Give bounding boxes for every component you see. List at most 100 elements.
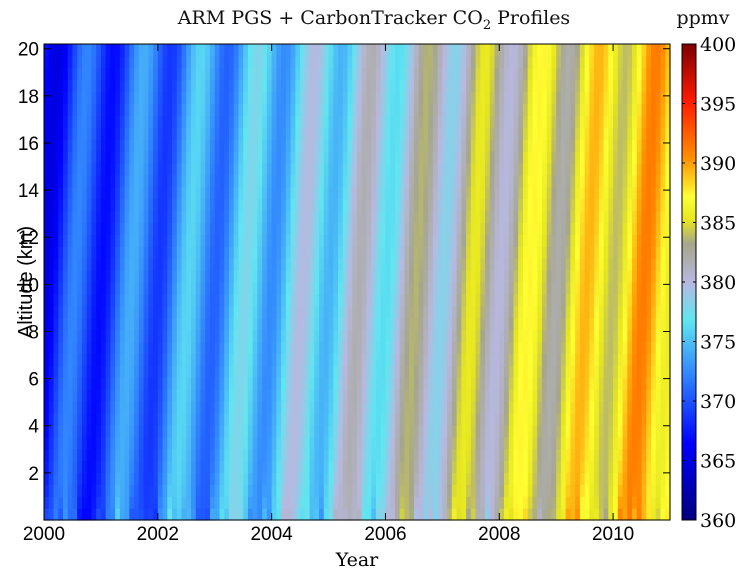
heatmap-cell xyxy=(186,174,192,188)
heatmap-cell xyxy=(186,222,192,235)
heatmap-cell xyxy=(224,401,230,414)
heatmap-cell xyxy=(105,329,111,343)
heatmap-cell xyxy=(409,67,415,81)
heatmap-cell xyxy=(338,341,344,354)
heatmap-cell xyxy=(243,139,249,152)
heatmap-cell xyxy=(632,496,638,509)
heatmap-cell xyxy=(413,222,420,235)
heatmap-cell xyxy=(148,222,154,235)
heatmap-cell xyxy=(271,341,277,354)
heatmap-cell xyxy=(285,186,292,200)
heatmap-cell xyxy=(243,103,249,116)
heatmap-cell xyxy=(105,246,111,259)
heatmap-cell xyxy=(262,317,268,331)
heatmap-cell xyxy=(276,174,282,188)
heatmap-cell xyxy=(191,186,197,200)
heatmap-cell xyxy=(105,436,111,450)
heatmap-cell xyxy=(579,55,586,69)
heatmap-cell xyxy=(541,412,548,426)
heatmap-cell xyxy=(219,448,225,462)
heatmap-cell xyxy=(167,234,173,247)
heatmap-cell xyxy=(390,270,396,283)
heatmap-cell xyxy=(489,186,496,200)
heatmap-cell xyxy=(134,198,140,212)
heatmap-cell xyxy=(598,353,605,366)
heatmap-cell xyxy=(309,174,315,188)
heatmap-cell xyxy=(309,198,315,212)
heatmap-cell xyxy=(224,103,230,116)
heatmap-cell xyxy=(238,377,244,390)
heatmap-cell xyxy=(532,258,538,271)
heatmap-cell xyxy=(470,79,477,93)
heatmap-cell xyxy=(432,293,439,307)
heatmap-cell xyxy=(96,460,102,473)
heatmap-cell xyxy=(466,246,472,259)
heatmap-cell xyxy=(461,79,467,93)
heatmap-cell xyxy=(466,496,472,509)
heatmap-cell xyxy=(124,270,130,283)
heatmap-cell xyxy=(309,424,315,438)
heatmap-cell xyxy=(537,103,543,116)
heatmap-cell xyxy=(124,353,130,366)
heatmap-cell xyxy=(347,436,353,450)
heatmap-cell xyxy=(100,377,107,390)
heatmap-cell xyxy=(390,67,396,81)
heatmap-cell xyxy=(129,377,135,390)
heatmap-cell xyxy=(404,377,410,390)
heatmap-cell xyxy=(361,79,368,93)
heatmap-cell xyxy=(200,55,206,69)
heatmap-cell xyxy=(138,246,145,259)
heatmap-cell xyxy=(138,484,145,497)
heatmap-cell xyxy=(262,79,268,93)
heatmap-cell xyxy=(480,424,486,438)
heatmap-cell xyxy=(522,460,529,473)
heatmap-cell xyxy=(290,353,296,366)
heatmap-cell xyxy=(100,258,107,271)
heatmap-cell xyxy=(257,341,263,354)
heatmap-cell xyxy=(475,210,481,224)
heatmap-cell xyxy=(371,127,377,140)
heatmap-cell xyxy=(546,55,553,69)
heatmap-cell xyxy=(138,460,145,473)
heatmap-cell xyxy=(91,151,97,164)
heatmap-cell xyxy=(48,460,55,473)
heatmap-cell xyxy=(162,389,168,402)
heatmap-cell xyxy=(375,139,382,152)
heatmap-cell xyxy=(186,115,192,128)
heatmap-cell xyxy=(290,139,296,152)
heatmap-cell xyxy=(333,448,339,462)
heatmap-cell xyxy=(252,186,259,200)
heatmap-cell xyxy=(385,151,391,164)
heatmap-cell xyxy=(243,246,249,259)
heatmap-cell xyxy=(598,389,605,402)
heatmap-cell xyxy=(617,293,624,307)
heatmap-cell xyxy=(81,353,88,366)
heatmap-cell xyxy=(518,186,524,200)
heatmap-cell xyxy=(233,163,240,176)
heatmap-cell xyxy=(176,246,183,259)
heatmap-cell xyxy=(347,448,353,462)
heatmap-cell xyxy=(200,293,206,307)
heatmap-cell xyxy=(456,389,462,402)
heatmap-cell xyxy=(91,508,97,521)
heatmap-cell xyxy=(622,151,628,164)
heatmap-cell xyxy=(86,436,93,450)
heatmap-cell xyxy=(361,317,368,331)
heatmap-cell xyxy=(271,258,277,271)
heatmap-cell xyxy=(58,436,64,450)
heatmap-cell xyxy=(527,234,534,247)
heatmap-cell xyxy=(375,163,382,176)
heatmap-cell xyxy=(191,198,197,212)
heatmap-cell xyxy=(613,198,619,212)
heatmap-cell xyxy=(195,151,202,164)
heatmap-cell xyxy=(276,448,282,462)
heatmap-cell xyxy=(91,115,97,128)
heatmap-cell xyxy=(276,258,282,271)
heatmap-cell xyxy=(352,460,358,473)
heatmap-cell xyxy=(513,210,519,224)
heatmap-cell xyxy=(148,365,154,378)
heatmap-cell xyxy=(195,353,202,366)
heatmap-cell xyxy=(579,198,586,212)
heatmap-cell xyxy=(418,341,424,354)
heatmap-cell xyxy=(418,436,424,450)
